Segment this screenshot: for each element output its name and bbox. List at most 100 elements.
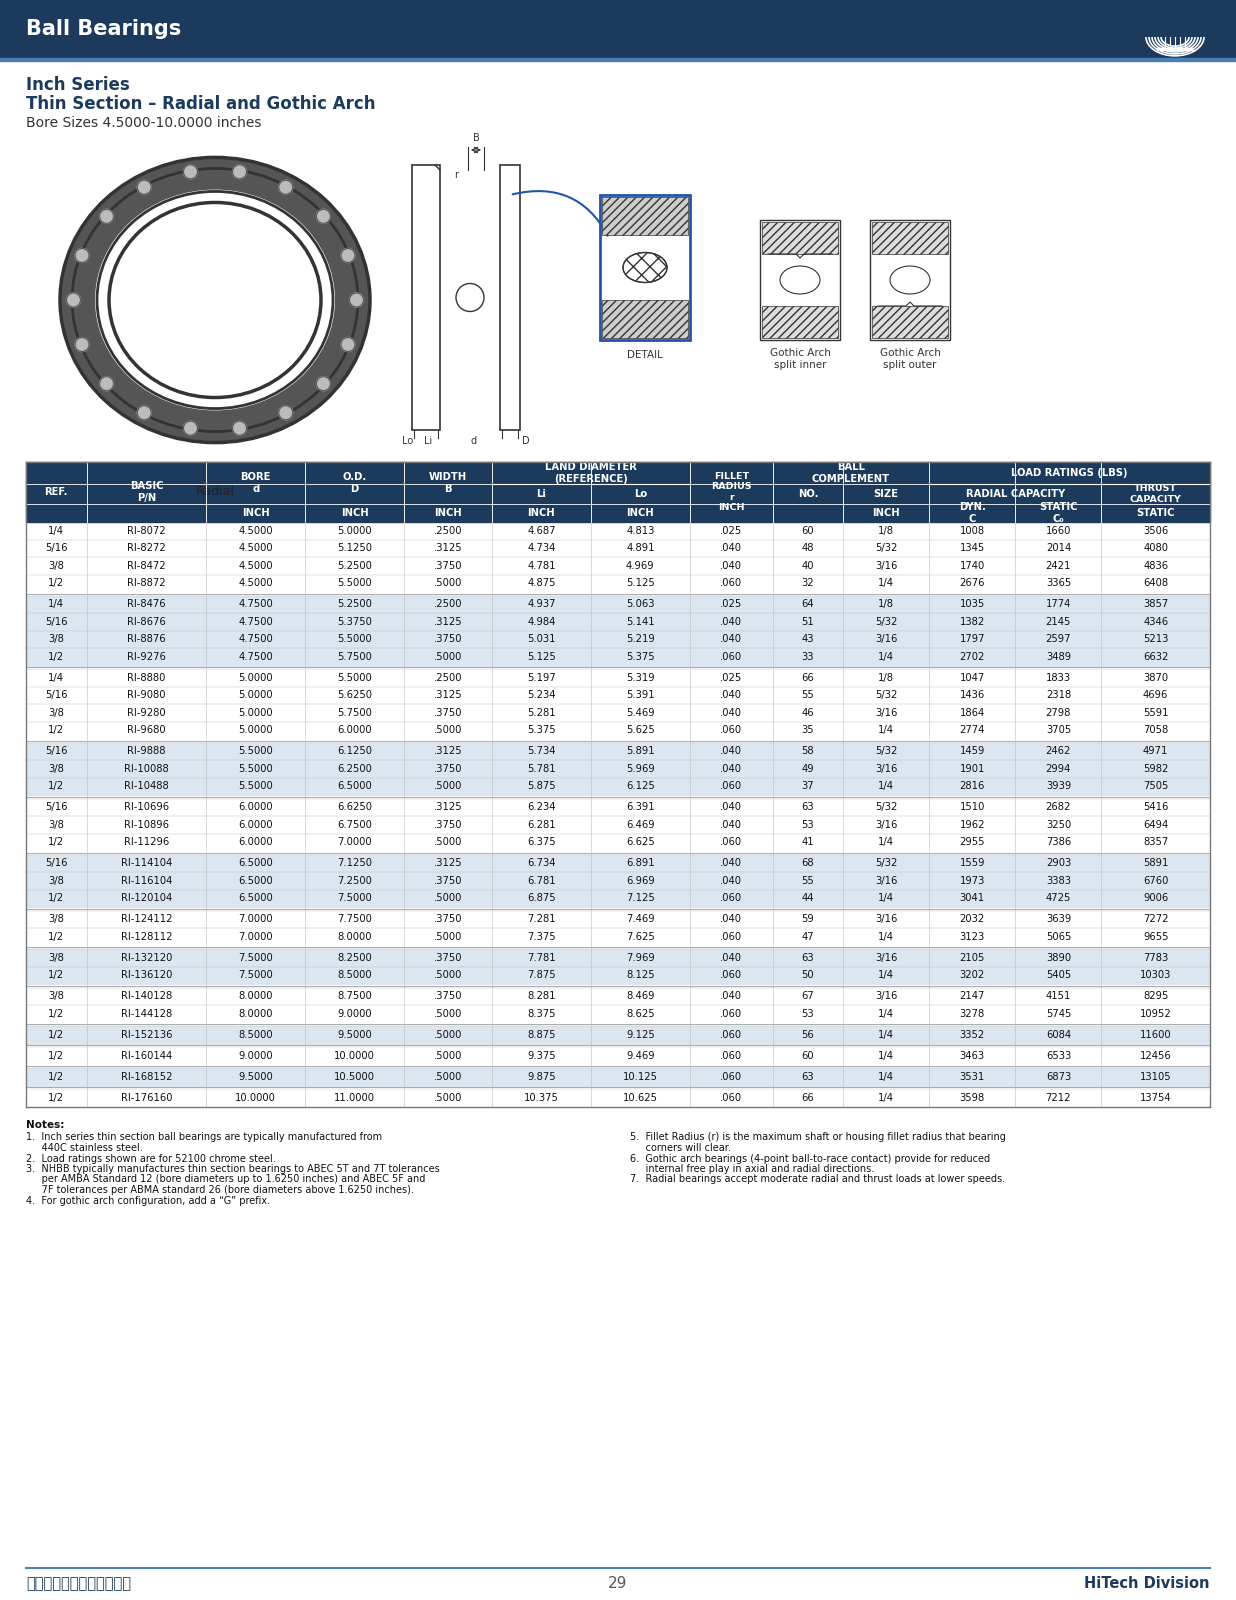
- Text: .5000: .5000: [434, 578, 462, 589]
- Text: 53: 53: [802, 819, 815, 830]
- Text: 5.0000: 5.0000: [239, 690, 273, 701]
- Text: 4971: 4971: [1143, 746, 1168, 757]
- Text: 5/16: 5/16: [44, 616, 68, 627]
- Text: 5/32: 5/32: [875, 858, 897, 869]
- Bar: [26, 722, 1210, 739]
- Text: 5.0000: 5.0000: [239, 707, 273, 718]
- Bar: [873, 306, 948, 338]
- Text: 6.5000: 6.5000: [239, 858, 273, 869]
- Text: 6.969: 6.969: [625, 875, 655, 886]
- Text: 13105: 13105: [1140, 1072, 1172, 1082]
- Text: 2702: 2702: [959, 651, 985, 662]
- Text: INCH: INCH: [627, 509, 654, 518]
- Text: 51: 51: [801, 616, 815, 627]
- Text: 6.0000: 6.0000: [239, 802, 273, 813]
- Circle shape: [183, 165, 198, 179]
- Text: 7.781: 7.781: [527, 952, 556, 963]
- Text: LOAD RATINGS (LBS): LOAD RATINGS (LBS): [1011, 467, 1127, 478]
- Text: 9.125: 9.125: [625, 1030, 655, 1040]
- Text: 5.391: 5.391: [625, 690, 655, 701]
- Text: 53: 53: [802, 1008, 815, 1019]
- Text: INCH: INCH: [528, 509, 555, 518]
- Text: 7.0000: 7.0000: [239, 914, 273, 925]
- Text: 3/16: 3/16: [875, 914, 897, 925]
- Text: RI-9080: RI-9080: [127, 690, 166, 701]
- Text: 1774: 1774: [1046, 600, 1072, 610]
- Text: .3750: .3750: [434, 992, 462, 1002]
- Text: 4.7500: 4.7500: [239, 634, 273, 645]
- Text: 1047: 1047: [959, 672, 985, 683]
- Text: 8.2500: 8.2500: [337, 952, 372, 963]
- Bar: [602, 197, 688, 235]
- Text: 9655: 9655: [1143, 931, 1168, 942]
- Text: 9.375: 9.375: [527, 1051, 556, 1061]
- Text: .5000: .5000: [434, 1008, 462, 1019]
- Text: .040: .040: [721, 992, 743, 1002]
- Text: .060: .060: [721, 1093, 743, 1102]
- Text: 6084: 6084: [1046, 1030, 1070, 1040]
- Text: 1/4: 1/4: [878, 651, 894, 662]
- Text: .5000: .5000: [434, 1072, 462, 1082]
- Text: SIZE: SIZE: [874, 490, 899, 499]
- Text: 5.125: 5.125: [527, 651, 556, 662]
- Text: .3750: .3750: [434, 763, 462, 774]
- Text: 3890: 3890: [1046, 952, 1070, 963]
- Text: .5000: .5000: [434, 837, 462, 848]
- Text: .060: .060: [721, 970, 743, 981]
- Text: 1901: 1901: [959, 763, 985, 774]
- Ellipse shape: [623, 253, 667, 283]
- Text: 1/2: 1/2: [48, 970, 64, 981]
- Text: RI-9280: RI-9280: [127, 707, 166, 718]
- Text: 5.734: 5.734: [528, 746, 556, 757]
- Text: 3/8: 3/8: [48, 819, 64, 830]
- Text: 5.6250: 5.6250: [337, 690, 372, 701]
- Text: THRUST
CAPACITY: THRUST CAPACITY: [1130, 485, 1182, 504]
- Text: 3/16: 3/16: [875, 560, 897, 571]
- Text: 2462: 2462: [1046, 746, 1072, 757]
- Text: .060: .060: [721, 1051, 743, 1061]
- Text: 5.1250: 5.1250: [337, 544, 372, 554]
- Text: 8.0000: 8.0000: [239, 1008, 273, 1019]
- Text: 58: 58: [802, 746, 815, 757]
- Text: 3/16: 3/16: [875, 763, 897, 774]
- Text: 5.5000: 5.5000: [337, 578, 372, 589]
- Text: 7.2500: 7.2500: [337, 875, 372, 886]
- Text: 3/16: 3/16: [875, 707, 897, 718]
- Bar: [0, 0, 1236, 58]
- Text: 8.5000: 8.5000: [337, 970, 372, 981]
- Text: 4.7500: 4.7500: [239, 616, 273, 627]
- Text: 1833: 1833: [1046, 672, 1070, 683]
- Circle shape: [316, 210, 330, 224]
- Bar: [26, 854, 1210, 872]
- Text: 1510: 1510: [959, 802, 985, 813]
- Text: 8.5000: 8.5000: [239, 1030, 273, 1040]
- Text: 2014: 2014: [1046, 544, 1072, 554]
- Text: .5000: .5000: [434, 931, 462, 942]
- Text: .040: .040: [721, 914, 743, 925]
- Text: .060: .060: [721, 781, 743, 792]
- Text: 3/8: 3/8: [48, 875, 64, 886]
- Text: 35: 35: [802, 725, 815, 736]
- Text: 9.0000: 9.0000: [239, 1051, 273, 1061]
- Text: .3125: .3125: [434, 858, 462, 869]
- Bar: [26, 462, 1210, 522]
- Text: 9.5000: 9.5000: [337, 1030, 372, 1040]
- Text: 5/32: 5/32: [875, 802, 897, 813]
- Bar: [26, 557, 1210, 574]
- Text: 3041: 3041: [959, 893, 985, 904]
- Bar: [870, 219, 950, 341]
- Text: 1/2: 1/2: [48, 893, 64, 904]
- Bar: [26, 1026, 1210, 1043]
- Text: 1/2: 1/2: [48, 837, 64, 848]
- Text: 4.734: 4.734: [528, 544, 556, 554]
- Circle shape: [137, 181, 151, 194]
- Circle shape: [279, 181, 293, 194]
- Text: 5/16: 5/16: [44, 690, 68, 701]
- Text: 6632: 6632: [1143, 651, 1168, 662]
- Text: 55: 55: [801, 690, 815, 701]
- Text: .3750: .3750: [434, 914, 462, 925]
- Text: 10.5000: 10.5000: [334, 1072, 376, 1082]
- Text: 8357: 8357: [1143, 837, 1168, 848]
- Text: .060: .060: [721, 1072, 743, 1082]
- Text: 46: 46: [802, 707, 815, 718]
